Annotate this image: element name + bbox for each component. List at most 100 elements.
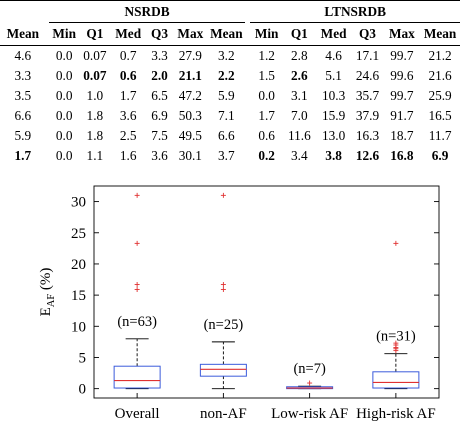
- statistics-table: NSRDB LTNSRDB xMeanMinQ1MedQ3MaxMeanMinQ…: [0, 0, 460, 165]
- table-cell: 1.7: [258, 108, 275, 123]
- boxplot-chart: 0 5 10 15 20 25 30 (n=63) (n=25) (n=7) (n=31) Ove…: [38, 185, 440, 422]
- x-category-label: non-AF: [200, 406, 247, 422]
- table-cell: 3.7: [218, 148, 235, 163]
- y-tick-label: 5: [79, 350, 87, 366]
- y-tick-label: 30: [71, 195, 86, 211]
- column-header: Q1: [86, 26, 104, 41]
- table-cell: 2.2: [218, 68, 235, 83]
- table-cell: 6.6: [14, 108, 32, 123]
- y-tick-label: 20: [71, 257, 86, 273]
- table-cell: 25.9: [428, 88, 452, 103]
- table-cell: 5.1: [325, 68, 342, 83]
- y-tick-label: 15: [71, 288, 86, 304]
- table-cell: 21.2: [428, 48, 452, 63]
- table-cell: 0.0: [55, 128, 73, 143]
- table-cell: 27.9: [178, 48, 202, 63]
- table-cell: 7.0: [291, 108, 308, 123]
- y-tick-label: 0: [79, 382, 87, 398]
- column-header: Q3: [358, 26, 376, 41]
- table-cell: 2.0: [151, 68, 168, 83]
- table-row: 13.50.01.01.76.547.25.90.03.110.335.799.…: [0, 86, 460, 106]
- statistics-table-region: NSRDB LTNSRDB xMeanMinQ1MedQ3MaxMeanMinQ…: [0, 0, 474, 165]
- table-cell: 0.6: [119, 68, 137, 83]
- column-header: Mean: [210, 26, 243, 41]
- column-header: Med: [115, 26, 142, 41]
- table-cell: 35.7: [355, 88, 380, 103]
- table-cell: 17.1: [355, 48, 380, 63]
- y-axis-label: EAF (%): [38, 268, 57, 317]
- y-axis-label-unit: (%): [38, 268, 54, 294]
- column-header: Max: [177, 26, 204, 41]
- table-cell: 0.0: [55, 88, 73, 103]
- table-cell: 5.9: [14, 128, 32, 143]
- column-header: Q1: [290, 26, 308, 41]
- table-cell: 16.5: [428, 108, 452, 123]
- column-header: Max: [388, 26, 415, 41]
- plot-frame: [93, 185, 440, 399]
- table-cell: 0.7: [119, 48, 137, 63]
- sample-count-label: (n=25): [204, 317, 244, 333]
- table-cell: 91.7: [390, 108, 414, 123]
- outlier-marker: [307, 380, 313, 386]
- table-cell: 24.6: [355, 68, 380, 83]
- table-cell: 7.5: [151, 128, 168, 143]
- column-header: Mean: [6, 25, 40, 41]
- sample-count-label: (n=63): [117, 314, 157, 330]
- table-cell: 6.9: [431, 148, 449, 163]
- table-cell: 10.3: [321, 88, 346, 103]
- column-header: Mean: [423, 26, 457, 41]
- table-cell: 6.5: [151, 88, 168, 103]
- outlier-marker: [393, 240, 399, 246]
- table-row: 25.90.01.82.57.549.56.60.611.613.016.318…: [0, 126, 460, 146]
- table-cell: 3.2: [218, 48, 235, 63]
- table-row: 01.70.01.11.63.630.13.70.23.43.812.616.8…: [0, 146, 460, 165]
- table-cell: 0.0: [55, 148, 73, 163]
- table-cell: 11.6: [287, 128, 311, 143]
- table-cell: 16.3: [355, 128, 380, 143]
- table-cell: 1.5: [258, 68, 275, 83]
- table-cell: 0.2: [258, 148, 275, 163]
- table-cell: 15.9: [321, 108, 346, 123]
- table-cell: 1.6: [119, 148, 137, 163]
- group-header-ltnsrdb: LTNSRDB: [250, 0, 460, 23]
- outlier-marker: [134, 287, 140, 293]
- outlier-marker: [220, 287, 226, 293]
- y-axis-label-main: E: [38, 307, 54, 316]
- table-cell: 0.0: [55, 48, 73, 63]
- table-cell: 3.5: [14, 88, 32, 103]
- table-cell: 11.7: [428, 128, 452, 143]
- x-category-label: High-risk AF: [356, 406, 436, 422]
- y-tick-label: 10: [71, 319, 86, 335]
- table-cell: 3.6: [151, 148, 168, 163]
- table-cell: 21.1: [178, 68, 202, 83]
- table-cell: 3.8: [325, 148, 342, 163]
- column-header: Min: [254, 26, 279, 41]
- outlier-marker: [134, 240, 140, 246]
- box: [113, 365, 161, 389]
- table-row: 43.30.00.070.62.021.12.21.52.65.124.699.…: [0, 66, 460, 86]
- table-cell: 1.8: [86, 108, 104, 123]
- outlier-marker: [134, 192, 140, 198]
- table-cell: 0.0: [55, 68, 73, 83]
- outlier-marker: [134, 282, 140, 288]
- table-row: 14.60.00.070.73.327.93.21.22.84.617.199.…: [0, 46, 460, 67]
- table-cell: 2.8: [291, 48, 308, 63]
- group-header-nsrdb: NSRDB: [49, 0, 246, 23]
- table-cell: 21.6: [428, 68, 452, 83]
- table-cell: 5.9: [218, 88, 235, 103]
- table-cell: 6.6: [218, 128, 235, 143]
- table-cell: 2.6: [291, 68, 308, 83]
- table-cell: 7.1: [218, 108, 235, 123]
- table-cell: 49.5: [178, 128, 202, 143]
- column-header: Q3: [151, 26, 169, 41]
- table-cell: 50.3: [178, 108, 202, 123]
- box: [372, 371, 420, 389]
- table-cell: 3.6: [119, 108, 137, 123]
- y-tick-label: 25: [71, 226, 86, 242]
- table-cell: 4.6: [325, 48, 342, 63]
- table-cell: 30.1: [178, 148, 202, 163]
- box: [199, 363, 247, 377]
- table-cell: 6.9: [151, 108, 168, 123]
- table-cell: 16.8: [390, 148, 414, 163]
- table-cell: 0.0: [55, 108, 73, 123]
